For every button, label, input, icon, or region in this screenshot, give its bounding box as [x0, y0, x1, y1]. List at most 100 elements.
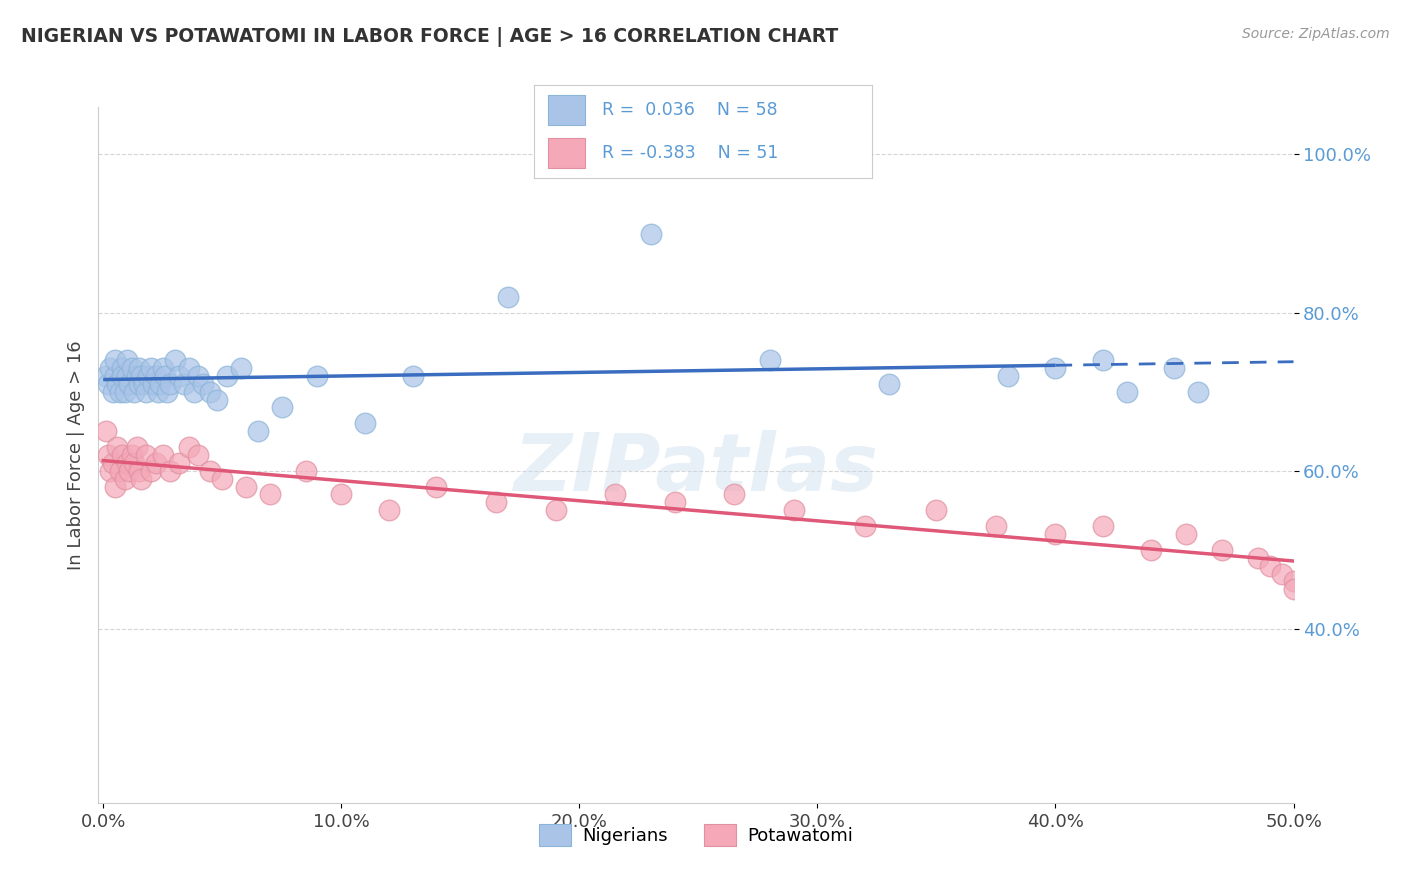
Point — [1092, 353, 1115, 368]
Point — [129, 368, 152, 383]
Point — [97, 448, 120, 462]
Point — [107, 440, 129, 454]
Point — [132, 376, 155, 391]
Point — [207, 392, 229, 407]
Point — [1092, 519, 1115, 533]
Point — [211, 472, 233, 486]
Point — [1271, 566, 1294, 581]
Point — [152, 361, 174, 376]
Point — [1211, 542, 1233, 557]
Point — [145, 456, 167, 470]
Point — [177, 361, 200, 376]
Point — [128, 361, 150, 376]
Point — [187, 368, 209, 383]
Point — [1247, 550, 1270, 565]
Point — [115, 353, 138, 368]
Point — [200, 464, 222, 478]
Point — [121, 361, 143, 376]
Point — [145, 368, 167, 383]
Point — [152, 448, 174, 462]
Point — [104, 368, 127, 383]
Y-axis label: In Labor Force | Age > 16: In Labor Force | Age > 16 — [66, 340, 84, 570]
Point — [1045, 527, 1067, 541]
Point — [159, 464, 181, 478]
Point — [1139, 542, 1161, 557]
Point — [1282, 582, 1305, 597]
Point — [114, 472, 136, 486]
Point — [758, 353, 780, 368]
Point — [139, 464, 162, 478]
Point — [125, 368, 148, 383]
Point — [723, 487, 745, 501]
Point — [135, 384, 157, 399]
FancyBboxPatch shape — [548, 138, 585, 168]
Point — [128, 464, 150, 478]
Point — [782, 503, 804, 517]
Point — [98, 464, 121, 478]
Point — [1187, 384, 1209, 399]
Point — [984, 519, 1007, 533]
Point — [97, 376, 120, 391]
Point — [149, 376, 172, 391]
Point — [104, 353, 127, 368]
Point — [215, 368, 238, 383]
Point — [496, 290, 519, 304]
Point — [235, 479, 257, 493]
Point — [111, 368, 134, 383]
Point — [121, 448, 143, 462]
Point — [101, 384, 124, 399]
Point — [425, 479, 447, 493]
Point — [1258, 558, 1281, 573]
Point — [270, 401, 292, 415]
Point — [115, 456, 138, 470]
Point — [111, 361, 134, 376]
Point — [135, 448, 157, 462]
Point — [1175, 527, 1198, 541]
Point — [104, 479, 127, 493]
Point — [107, 376, 129, 391]
Point — [142, 376, 165, 391]
Point — [402, 368, 425, 383]
Point — [997, 368, 1019, 383]
Point — [146, 384, 169, 399]
Legend: Nigerians, Potawatomi: Nigerians, Potawatomi — [531, 816, 860, 853]
Point — [307, 368, 329, 383]
Text: R = -0.383    N = 51: R = -0.383 N = 51 — [602, 145, 778, 162]
Text: R =  0.036    N = 58: R = 0.036 N = 58 — [602, 101, 778, 119]
Point — [259, 487, 281, 501]
Point — [1163, 361, 1185, 376]
Point — [98, 361, 121, 376]
Point — [163, 353, 186, 368]
Point — [118, 376, 141, 391]
Point — [114, 384, 136, 399]
Point — [183, 384, 205, 399]
Point — [115, 368, 138, 383]
Point — [122, 384, 145, 399]
Point — [159, 376, 181, 391]
Point — [485, 495, 508, 509]
FancyBboxPatch shape — [548, 95, 585, 125]
Point — [169, 456, 191, 470]
Point — [187, 448, 209, 462]
Point — [853, 519, 876, 533]
Text: Source: ZipAtlas.com: Source: ZipAtlas.com — [1241, 27, 1389, 41]
Point — [664, 495, 686, 509]
Point — [108, 464, 131, 478]
Point — [138, 368, 160, 383]
Point — [877, 376, 900, 391]
Point — [544, 503, 567, 517]
Point — [246, 424, 269, 438]
Point — [200, 384, 222, 399]
Point — [129, 472, 152, 486]
Text: NIGERIAN VS POTAWATOMI IN LABOR FORCE | AGE > 16 CORRELATION CHART: NIGERIAN VS POTAWATOMI IN LABOR FORCE | … — [21, 27, 838, 46]
Point — [108, 384, 131, 399]
Point — [378, 503, 401, 517]
Point — [122, 456, 145, 470]
Point — [294, 464, 316, 478]
Point — [94, 368, 117, 383]
Point — [354, 417, 377, 431]
Point — [111, 448, 134, 462]
Point — [139, 361, 162, 376]
Point — [156, 384, 179, 399]
Point — [1045, 361, 1067, 376]
